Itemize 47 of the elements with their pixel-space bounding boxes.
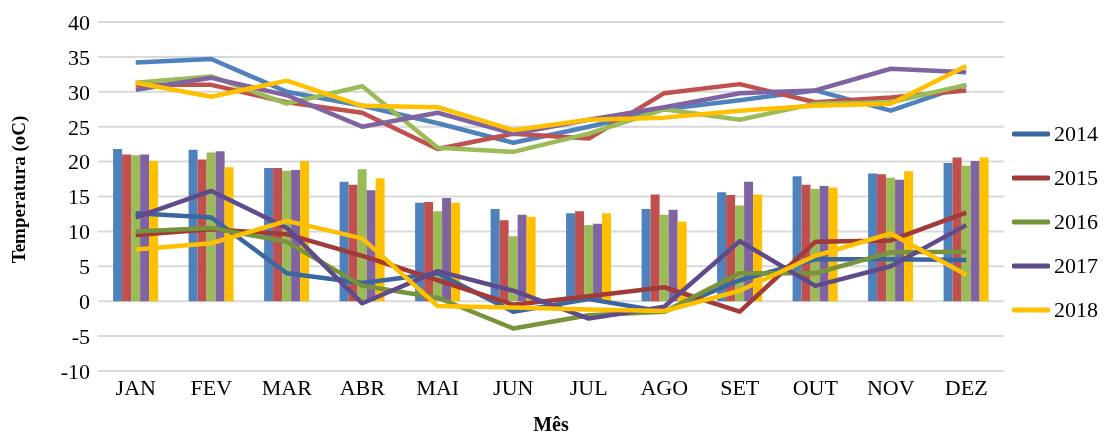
bar	[961, 165, 971, 302]
bar	[668, 209, 678, 302]
legend-label: 2017	[1054, 252, 1098, 279]
x-tick-label: JUL	[569, 374, 608, 400]
x-tick-label: JAN	[115, 374, 157, 400]
y-tick-label: 25	[68, 114, 90, 140]
bar	[641, 209, 651, 302]
legend-label: 2018	[1054, 296, 1098, 323]
x-tick-label: JUN	[493, 374, 534, 400]
bar	[602, 213, 612, 302]
x-tick-label: MAI	[416, 374, 460, 400]
bar	[508, 236, 518, 302]
bar	[979, 157, 989, 302]
x-tick-label: MAR	[261, 374, 313, 400]
y-tick-label: -10	[60, 358, 90, 384]
bar	[517, 214, 527, 302]
y-tick-label: 5	[79, 254, 90, 280]
line-series	[133, 188, 969, 321]
x-tick-label: AGO	[640, 374, 689, 400]
bar	[526, 216, 536, 302]
y-tick-label: 0	[79, 289, 90, 315]
bar	[593, 223, 603, 302]
x-tick-label: NOV	[866, 374, 915, 400]
y-tick-label: 20	[68, 149, 90, 175]
x-tick-label: DEZ	[944, 374, 988, 400]
bar	[659, 214, 669, 302]
legend-label: 2014	[1054, 120, 1098, 147]
x-tick-label: ABR	[339, 374, 386, 400]
y-tick-label: 40	[68, 9, 90, 35]
y-tick-label: 15	[68, 184, 90, 210]
bar	[122, 154, 132, 302]
y-tick-label: 10	[68, 219, 90, 245]
bar	[650, 194, 660, 302]
bar	[113, 149, 123, 302]
x-tick-label: OUT	[792, 374, 839, 400]
x-tick-label: FEV	[190, 374, 233, 400]
legend-label: 2016	[1054, 208, 1098, 235]
bar	[970, 160, 980, 302]
bar	[131, 155, 141, 302]
y-tick-label: 35	[68, 44, 90, 70]
x-tick-label: SET	[720, 374, 760, 400]
x-axis-title: Mês	[533, 413, 569, 435]
y-axis-title: Temperatura (oC)	[8, 115, 30, 264]
legend-label: 2015	[1054, 164, 1098, 191]
bar	[499, 220, 509, 302]
y-tick-label: -5	[71, 323, 90, 349]
y-tick-label: 30	[68, 79, 90, 105]
